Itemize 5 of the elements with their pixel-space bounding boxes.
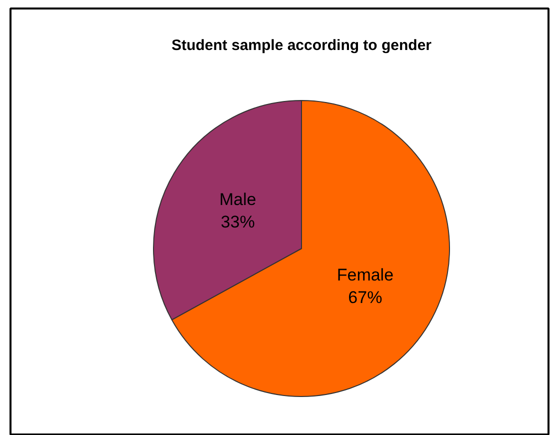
chart-title: Student sample according to gender (171, 37, 432, 54)
slice-label: Female (336, 265, 394, 284)
slice-label: Male (219, 190, 256, 209)
data-label: 67% (348, 288, 382, 308)
data-label: 33% (220, 212, 255, 232)
